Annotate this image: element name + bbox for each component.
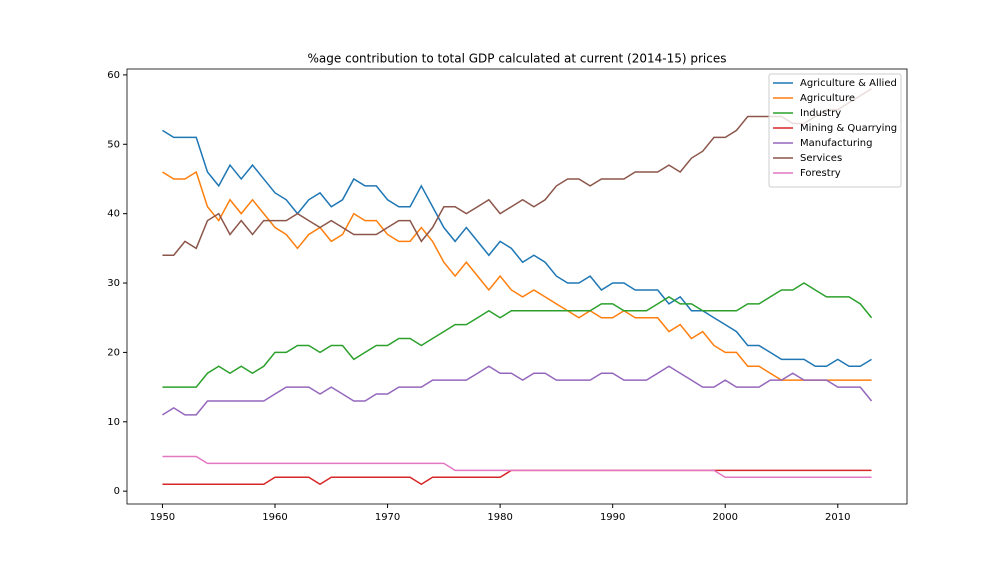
legend-label: Agriculture & Allied [800, 78, 897, 89]
y-tick-label: 50 [107, 139, 120, 150]
legend-label: Agriculture [800, 93, 855, 104]
y-tick-label: 40 [107, 209, 120, 220]
x-tick-label: 1980 [487, 512, 512, 523]
x-tick-label: 1950 [150, 512, 175, 523]
legend-label: Mining & Quarrying [800, 123, 897, 134]
series-line [162, 365, 873, 416]
x-tick-label: 2000 [712, 512, 737, 523]
x-tick-label: 2010 [825, 512, 850, 523]
y-tick-label: 10 [107, 417, 120, 428]
x-tick-label: 1960 [262, 512, 287, 523]
series-line [162, 88, 872, 257]
series-line [162, 170, 872, 381]
legend-label: Forestry [800, 168, 841, 179]
legend-box [768, 73, 902, 188]
y-tick-label: 0 [114, 486, 120, 497]
series-line [162, 455, 872, 479]
x-tick-label: 1970 [375, 512, 400, 523]
y-tick-label: 20 [107, 347, 120, 358]
x-tick-label: 1990 [600, 512, 625, 523]
series-line [162, 282, 873, 388]
y-tick-label: 30 [107, 278, 120, 289]
plot-frame [126, 68, 908, 505]
legend-label: Manufacturing [800, 138, 872, 149]
legend-label: Industry [800, 108, 841, 119]
chart-title: %age contribution to total GDP calculate… [308, 52, 727, 66]
legend-label: Services [800, 153, 842, 164]
y-tick-label: 60 [107, 70, 120, 81]
series-line [162, 129, 872, 368]
